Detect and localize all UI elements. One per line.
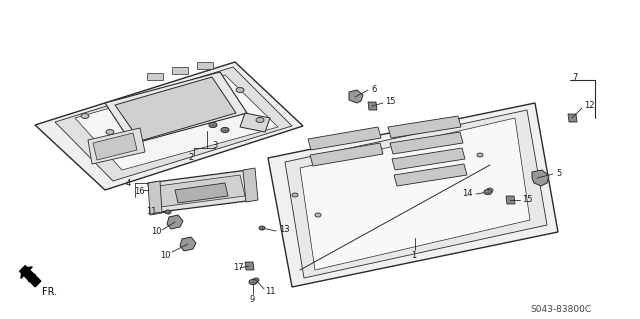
Text: 10: 10 <box>151 227 161 236</box>
Polygon shape <box>115 77 236 141</box>
Text: 14: 14 <box>462 189 472 198</box>
Text: S043-83800C: S043-83800C <box>530 305 591 314</box>
Polygon shape <box>35 62 303 190</box>
Text: FR.: FR. <box>42 287 57 297</box>
Polygon shape <box>285 110 547 278</box>
Text: 12: 12 <box>584 101 595 110</box>
Polygon shape <box>175 183 228 203</box>
Polygon shape <box>310 143 383 166</box>
Polygon shape <box>506 196 515 204</box>
Polygon shape <box>568 114 577 122</box>
Polygon shape <box>147 73 163 80</box>
Ellipse shape <box>487 188 493 192</box>
Polygon shape <box>20 266 41 287</box>
Polygon shape <box>172 67 188 74</box>
Text: 9: 9 <box>249 294 254 303</box>
Text: 11: 11 <box>146 207 157 217</box>
Polygon shape <box>300 118 530 270</box>
Ellipse shape <box>221 127 229 133</box>
Polygon shape <box>93 133 137 160</box>
Text: 15: 15 <box>385 98 396 107</box>
Polygon shape <box>245 262 254 270</box>
Ellipse shape <box>165 210 171 214</box>
Polygon shape <box>148 181 162 215</box>
Ellipse shape <box>253 278 259 282</box>
Ellipse shape <box>249 279 257 285</box>
Text: 13: 13 <box>279 226 290 234</box>
Polygon shape <box>243 168 258 202</box>
Text: 2: 2 <box>188 153 193 162</box>
Polygon shape <box>148 170 255 213</box>
Ellipse shape <box>484 189 492 195</box>
Polygon shape <box>368 102 377 110</box>
Polygon shape <box>392 148 465 170</box>
Text: 10: 10 <box>160 251 170 261</box>
Ellipse shape <box>209 122 217 128</box>
Polygon shape <box>532 170 549 186</box>
Polygon shape <box>349 90 363 103</box>
Text: 7: 7 <box>572 72 577 81</box>
Polygon shape <box>75 75 278 170</box>
Polygon shape <box>55 67 292 181</box>
Polygon shape <box>21 267 33 278</box>
Ellipse shape <box>259 226 265 230</box>
Polygon shape <box>390 132 463 154</box>
Ellipse shape <box>81 114 89 118</box>
Ellipse shape <box>106 130 114 135</box>
Polygon shape <box>388 116 461 138</box>
Ellipse shape <box>256 117 264 122</box>
Text: 11: 11 <box>265 287 275 296</box>
Polygon shape <box>197 62 213 69</box>
Polygon shape <box>180 237 196 251</box>
Text: 3: 3 <box>212 140 218 150</box>
Text: 4: 4 <box>126 180 131 189</box>
Ellipse shape <box>292 193 298 197</box>
Ellipse shape <box>477 153 483 157</box>
Polygon shape <box>240 113 270 132</box>
Polygon shape <box>158 175 245 207</box>
Ellipse shape <box>236 87 244 93</box>
Polygon shape <box>394 164 467 186</box>
Polygon shape <box>268 103 558 287</box>
Polygon shape <box>88 128 145 164</box>
Ellipse shape <box>315 213 321 217</box>
Polygon shape <box>105 72 247 144</box>
Polygon shape <box>308 127 381 150</box>
Text: 6: 6 <box>371 85 376 93</box>
Polygon shape <box>167 215 183 229</box>
Text: 5: 5 <box>556 169 561 179</box>
Text: 1: 1 <box>411 250 416 259</box>
Text: 17: 17 <box>233 263 244 272</box>
Text: 16: 16 <box>134 187 145 196</box>
Text: 15: 15 <box>522 196 532 204</box>
